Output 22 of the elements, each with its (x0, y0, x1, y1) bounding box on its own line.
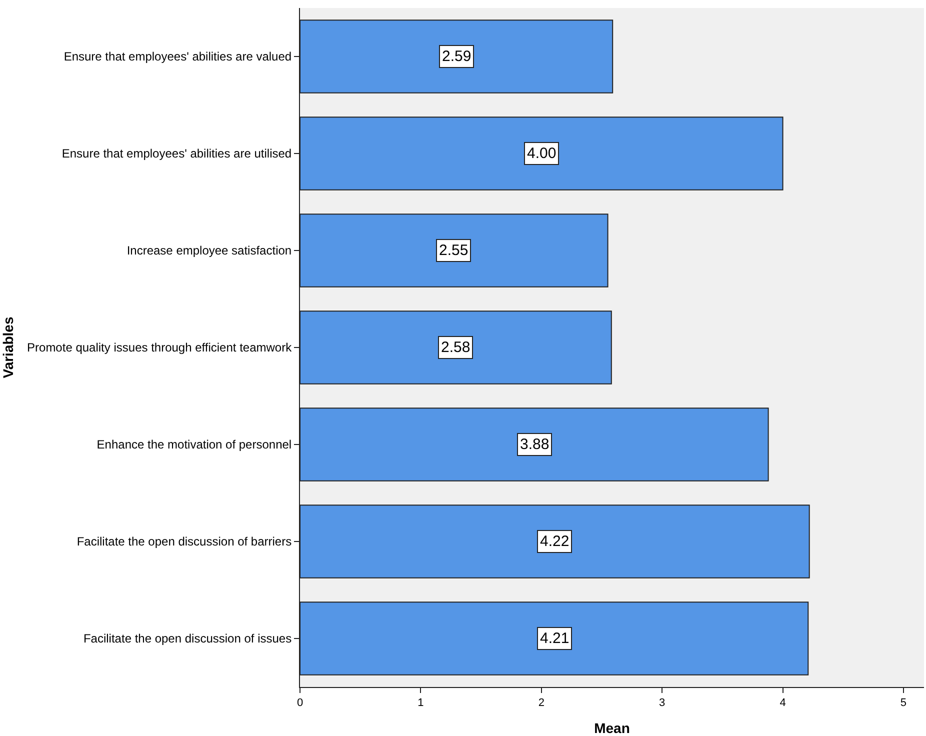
data-label: 4.21 (540, 630, 570, 647)
x-tick-label: 3 (659, 697, 666, 710)
x-tick-label: 0 (296, 697, 304, 710)
y-tick-label: Promote quality issues through efficient teamwork (27, 340, 293, 355)
x-tick-label: 1 (418, 697, 424, 710)
x-tick-label: 5 (900, 697, 907, 710)
y-tick-label: Facilitate the open discussion of issues (83, 632, 292, 646)
x-tick-label: 2 (538, 697, 544, 710)
data-label: 3.88 (520, 436, 550, 453)
data-label: 2.55 (439, 242, 468, 259)
data-label: 2.59 (442, 48, 472, 65)
x-tick-label: 4 (780, 697, 786, 710)
data-label: 4.22 (540, 533, 570, 550)
y-tick-label: Facilitate the open discussion of barriers (76, 534, 292, 549)
y-tick-label: Ensure that employees' abilities are utilised (62, 146, 292, 161)
y-tick-label: Ensure that employees' abilities are valued (64, 50, 292, 64)
x-axis-title: Mean (594, 720, 630, 736)
y-tick-label: Increase employee satisfaction (126, 244, 292, 258)
y-tick-label: Enhance the motivation of personnel (96, 438, 292, 452)
data-label: 4.00 (527, 145, 556, 162)
y-axis-title: Variables (0, 316, 16, 378)
data-label: 2.58 (441, 339, 470, 356)
